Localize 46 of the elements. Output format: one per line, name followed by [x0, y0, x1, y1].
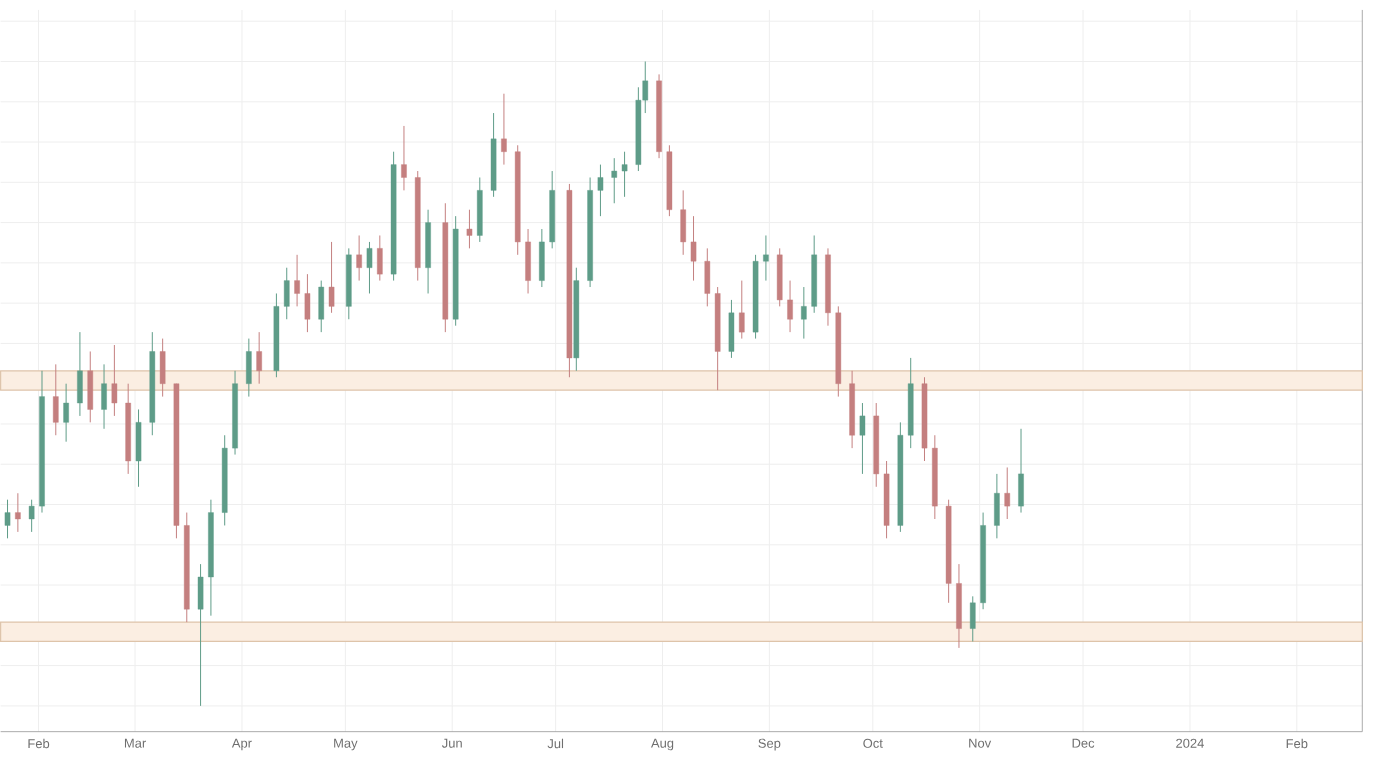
candlestick [159, 338, 166, 398]
candlestick [728, 299, 735, 359]
candlestick [197, 563, 204, 707]
candlestick [477, 177, 483, 243]
candlestick [801, 286, 807, 340]
candlestick [4, 499, 11, 540]
candlestick [787, 280, 793, 333]
candlestick [763, 235, 769, 282]
candlestick [318, 280, 325, 333]
candlestick [859, 402, 866, 475]
candlestick [621, 151, 628, 198]
candlestick [15, 492, 21, 533]
candlestick [28, 499, 35, 533]
candlestick [401, 125, 407, 192]
candlestick [246, 338, 252, 398]
candlestick [425, 209, 431, 295]
candlestick [956, 563, 962, 649]
candlestick [994, 473, 1000, 540]
candlestick [356, 235, 362, 282]
candlestick [611, 157, 618, 204]
candlestick [690, 215, 697, 282]
candlestick [969, 596, 976, 643]
candlestick [53, 364, 59, 436]
candlestick [525, 228, 531, 295]
candlestick [135, 409, 142, 488]
candlestick [283, 267, 290, 320]
candlestick [63, 383, 69, 443]
candlestick [377, 235, 383, 282]
candlestick [77, 331, 83, 417]
candlestick [328, 241, 335, 314]
candlestick [1004, 467, 1011, 520]
candlestick [466, 209, 473, 250]
candlestick [501, 93, 507, 166]
candlestick [304, 273, 311, 333]
candlestick [1018, 428, 1024, 514]
candlestick [111, 344, 118, 417]
candlestick [87, 351, 94, 424]
candlestick [101, 364, 107, 430]
candlestick [739, 280, 745, 340]
candlestick [256, 331, 262, 385]
candlestick [776, 248, 783, 308]
candlestick [680, 190, 686, 256]
candlestick [366, 241, 373, 295]
candlestick [597, 164, 604, 217]
candlestick [539, 228, 545, 288]
candlestick [294, 254, 300, 308]
